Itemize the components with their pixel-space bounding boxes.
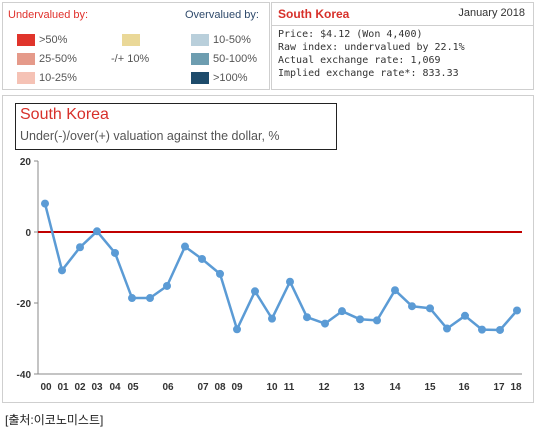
legend-label-under-10-25: 10-25% <box>39 72 77 84</box>
legend-label-over-100: >100% <box>213 72 248 84</box>
x-tick-label: 05 <box>127 382 139 393</box>
data-point <box>443 324 451 333</box>
data-point <box>478 325 486 334</box>
data-point <box>198 254 206 263</box>
data-point <box>41 199 49 208</box>
legend-swatch-neutral <box>122 34 140 46</box>
data-point <box>408 302 416 311</box>
legend-label-over-50-100: 50-100% <box>213 53 258 65</box>
x-tick-label: 09 <box>231 382 243 393</box>
x-tick-label: 10 <box>266 382 278 393</box>
x-tick-label: 03 <box>91 382 103 393</box>
x-tick-label: 08 <box>214 382 226 393</box>
legend-swatch-over-100 <box>191 72 209 84</box>
data-point <box>268 314 276 323</box>
x-tick-label: 07 <box>197 382 209 393</box>
data-point <box>513 306 521 315</box>
legend-label-under-25-50: 25-50% <box>39 53 77 65</box>
data-point <box>338 307 346 316</box>
legend-label-under-50: >50% <box>39 34 68 46</box>
legend-label-over-10-50: 10-50% <box>213 34 251 46</box>
data-point <box>251 287 259 296</box>
data-point <box>76 243 84 252</box>
data-point <box>128 294 136 303</box>
info-divider <box>272 25 533 26</box>
x-tick-label: 01 <box>57 382 69 393</box>
data-point <box>146 294 154 303</box>
info-implied-rate: Implied exchange rate*: 833.33 <box>278 68 459 79</box>
chart-title-box: South Korea Under(-)/over(+) valuation a… <box>15 103 337 150</box>
data-point <box>163 281 171 290</box>
legend-panel: Undervalued by: Overvalued by: >50% 25-5… <box>2 2 270 90</box>
x-tick-label: 16 <box>458 382 470 393</box>
data-point <box>286 277 294 286</box>
data-point <box>111 248 119 257</box>
undervalued-header: Undervalued by: <box>8 9 89 21</box>
data-point <box>58 266 66 275</box>
legend-swatch-under-25-50 <box>17 53 35 65</box>
legend-swatch-over-50-100 <box>191 53 209 65</box>
x-tick-label: 17 <box>493 382 505 393</box>
data-point <box>496 325 504 334</box>
legend-label-neutral: -/+ 10% <box>111 53 150 65</box>
data-point <box>426 304 434 313</box>
data-point <box>233 325 241 334</box>
data-point <box>93 227 101 236</box>
x-tick-label: 00 <box>40 382 52 393</box>
x-tick-label: 13 <box>353 382 365 393</box>
source-note: [출처:이코노미스트] <box>5 413 104 427</box>
x-tick-label: 04 <box>109 382 121 393</box>
chart-subtitle: Under(-)/over(+) valuation against the d… <box>20 129 280 143</box>
x-tick-label: 15 <box>424 382 436 393</box>
legend-swatch-under-50 <box>17 34 35 46</box>
info-panel: South Korea January 2018 Price: $4.12 (W… <box>271 2 534 90</box>
legend-swatch-over-10-50 <box>191 34 209 46</box>
data-point <box>181 242 189 251</box>
x-tick-label: 18 <box>510 382 522 393</box>
x-tick-label: 11 <box>284 382 295 393</box>
info-raw-index: Raw index: undervalued by 22.1% <box>278 42 465 53</box>
y-tick-label: -20 <box>17 299 32 310</box>
data-point <box>391 286 399 295</box>
x-tick-label: 12 <box>318 382 330 393</box>
info-price: Price: $4.12 (Won 4,400) <box>278 29 423 40</box>
series-line <box>43 203 518 332</box>
data-point <box>303 313 311 322</box>
info-actual-rate: Actual exchange rate: 1,069 <box>278 55 441 66</box>
y-tick-label: -40 <box>17 370 32 381</box>
y-tick-label: 0 <box>25 228 31 239</box>
x-tick-label: 14 <box>389 382 401 393</box>
data-point <box>321 319 329 328</box>
data-point <box>461 311 469 320</box>
legend-swatch-under-10-25 <box>17 72 35 84</box>
x-tick-label: 02 <box>74 382 86 393</box>
data-point <box>216 269 224 278</box>
overvalued-header: Overvalued by: <box>185 9 259 21</box>
y-tick-label: 20 <box>20 157 32 168</box>
info-country: South Korea <box>278 7 350 21</box>
x-tick-label: 06 <box>162 382 174 393</box>
info-date: January 2018 <box>458 7 525 19</box>
data-point <box>356 315 364 324</box>
chart-title: South Korea <box>20 106 109 123</box>
data-point <box>373 316 381 325</box>
